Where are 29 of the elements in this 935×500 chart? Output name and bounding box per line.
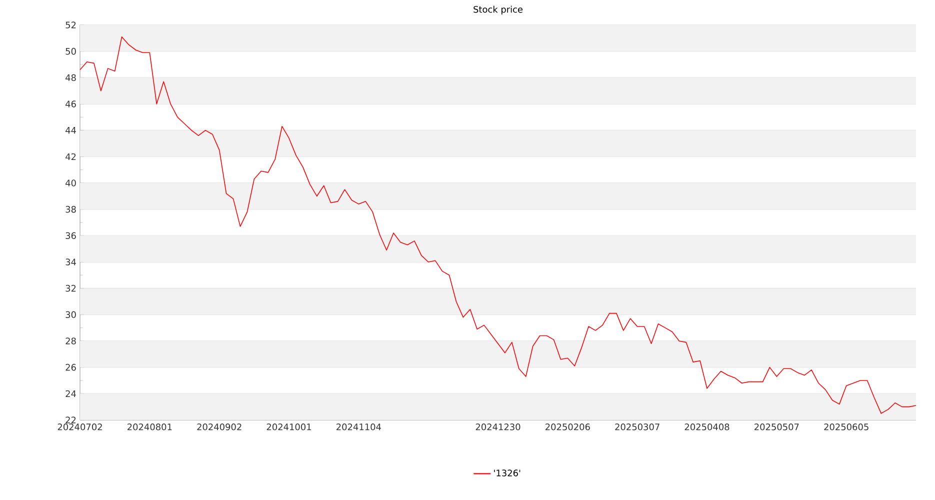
y-tick-label: 24 (66, 390, 76, 397)
legend-label: '1326' (494, 470, 520, 476)
y-tick-label: 44 (66, 127, 76, 134)
y-tick-label: 32 (66, 284, 76, 292)
x-tick-label: 20240801 (128, 424, 172, 430)
x-tick-label: 20241230 (476, 424, 520, 430)
x-tick-label: 20250408 (684, 424, 730, 430)
x-tick-label: 20250206 (546, 424, 590, 430)
x-tick-label: 20240902 (197, 424, 242, 430)
y-tick-label: 30 (66, 311, 76, 318)
x-tick-label: 20241001 (266, 424, 311, 430)
x-tick-label: 20250605 (824, 424, 868, 430)
x-tick-label: 20250507 (754, 424, 799, 430)
y-tick-label: 28 (66, 338, 76, 344)
y-tick-label: 42 (66, 153, 76, 160)
y-tick-label: 48 (66, 74, 76, 82)
y-tick-label: 38 (66, 206, 76, 213)
chart-title: Stock price (474, 6, 523, 14)
y-tick-label: 46 (66, 100, 76, 108)
x-tick-label: 20240702 (58, 424, 102, 430)
y-tick-label: 50 (66, 48, 76, 55)
x-tick-label: 20241104 (336, 424, 381, 430)
y-tick-label: 26 (66, 364, 76, 371)
y-tick-label: 40 (66, 180, 76, 186)
y-tick-label: 36 (66, 232, 76, 240)
y-tick-label: 52 (66, 22, 76, 28)
y-tick-label: 34 (66, 258, 76, 266)
y-tick-label: 22 (66, 416, 76, 424)
x-tick-label: 20250307 (615, 424, 660, 430)
